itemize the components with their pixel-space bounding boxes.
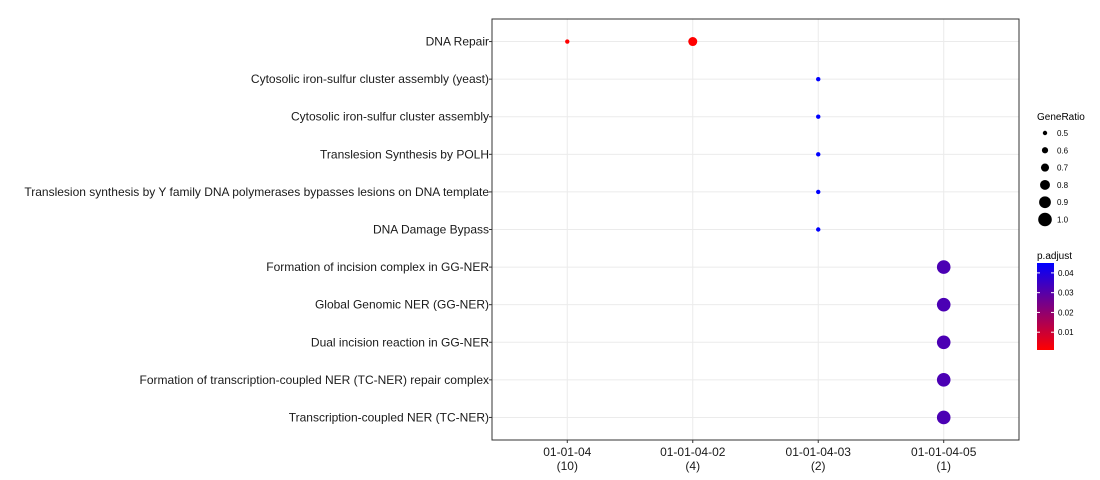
colorbar-tick-label: 0.02: [1058, 308, 1074, 317]
generatio-legend-title: GeneRatio: [1037, 112, 1085, 123]
size-legend-label: 0.5: [1057, 129, 1069, 138]
y-tick-label: Cytosolic iron-sulfur cluster assembly: [291, 110, 489, 124]
x-tick-label: 01-01-04-05: [911, 445, 977, 459]
size-legend-label: 0.7: [1057, 164, 1069, 173]
size-legend-key: [1040, 179, 1050, 190]
x-axis-labels: 01-01-04(10) 01-01-04-02(4) 01-01-04-03(2)…: [543, 445, 976, 473]
data-point: [936, 410, 951, 425]
colorbar-tick-label: 0.01: [1058, 328, 1074, 337]
size-legend-label: 0.9: [1057, 198, 1069, 207]
data-point: [816, 189, 821, 195]
data-point: [936, 297, 951, 312]
size-legend-key: [1040, 163, 1050, 172]
size-legend-label: 0.6: [1057, 146, 1069, 155]
y-tick-label: Global Genomic NER (GG-NER): [315, 298, 489, 312]
data-point: [816, 152, 821, 157]
data-point: [936, 260, 951, 274]
p-adjust-legend-title: p.adjust: [1037, 251, 1072, 262]
x-axis-tick-marks: [566, 440, 945, 443]
data-point: [565, 39, 570, 44]
x-tick-count-label: (1): [936, 459, 951, 473]
data-point: [816, 227, 821, 232]
y-tick-label: DNA Repair: [426, 35, 489, 49]
x-tick-count-label: (10): [557, 459, 578, 473]
y-axis-tick-marks: [489, 41, 492, 418]
y-tick-label: Translesion synthesis by Y family DNA po…: [24, 185, 489, 199]
colorbar-tick-label: 0.03: [1058, 289, 1074, 298]
y-tick-label: DNA Damage Bypass: [373, 223, 489, 237]
data-point: [936, 373, 951, 387]
p-adjust-legend: p.adjust 0.01 0.02 0.03 0.04: [1037, 251, 1074, 350]
x-tick-label: 01-01-04-02: [660, 445, 726, 459]
size-legend-label: 1.0: [1057, 216, 1069, 225]
colorbar-tick-label: 0.04: [1058, 269, 1074, 278]
y-tick-label: Dual incision reaction in GG-NER: [311, 335, 489, 349]
y-axis-labels: DNA Repair Cytosolic iron-sulfur cluster …: [24, 35, 489, 425]
x-tick-count-label: (4): [685, 459, 700, 473]
y-tick-label: Formation of incision complex in GG-NER: [266, 260, 489, 274]
data-point: [688, 37, 698, 47]
data-points: [565, 37, 951, 425]
grid-lines: [492, 19, 1019, 440]
size-legend-key: [1038, 212, 1052, 227]
size-legend-key: [1042, 130, 1048, 136]
x-tick-count-label: (2): [811, 459, 826, 473]
data-point: [816, 114, 821, 119]
y-tick-label: Cytosolic iron-sulfur cluster assembly (…: [251, 72, 489, 86]
data-point: [936, 335, 951, 350]
y-tick-label: Transcription-coupled NER (TC-NER): [289, 410, 489, 424]
size-legend-key: [1039, 196, 1051, 209]
x-tick-label: 01-01-04-03: [786, 445, 852, 459]
data-point: [816, 76, 821, 82]
size-legend-label: 0.8: [1057, 181, 1069, 190]
p-adjust-colorbar: [1037, 263, 1054, 350]
x-tick-label: 01-01-04: [543, 445, 591, 459]
size-legend-key: [1041, 147, 1049, 154]
generatio-legend: GeneRatio 0.5 0.6 0.7 0.8 0.9 1.0: [1037, 112, 1085, 227]
y-tick-label: Formation of transcription-coupled NER (…: [140, 373, 489, 387]
y-tick-label: Translesion Synthesis by POLH: [320, 147, 489, 161]
